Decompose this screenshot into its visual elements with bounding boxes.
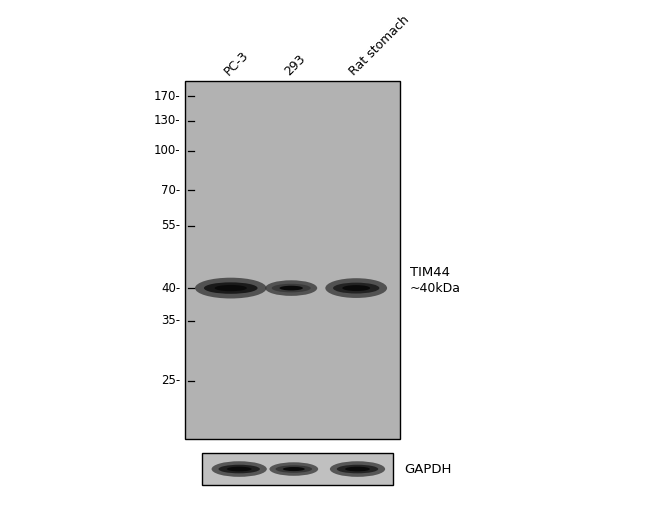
Ellipse shape: [337, 465, 378, 473]
Ellipse shape: [330, 461, 385, 477]
Ellipse shape: [195, 278, 266, 298]
Text: PC-3: PC-3: [222, 48, 251, 78]
Ellipse shape: [333, 283, 380, 293]
Text: 25-: 25-: [161, 374, 181, 387]
Text: ~40kDa: ~40kDa: [410, 281, 460, 294]
Text: 130-: 130-: [154, 114, 181, 127]
Text: 100-: 100-: [154, 144, 181, 157]
Ellipse shape: [272, 284, 311, 292]
Text: 40-: 40-: [161, 281, 181, 294]
Ellipse shape: [276, 465, 312, 473]
Ellipse shape: [283, 467, 305, 471]
Ellipse shape: [326, 278, 387, 298]
Bar: [185, 81, 400, 439]
Ellipse shape: [265, 280, 317, 296]
Text: 55-: 55-: [162, 219, 181, 232]
Text: 35-: 35-: [162, 314, 181, 328]
Text: TIM44: TIM44: [410, 266, 450, 279]
Ellipse shape: [218, 465, 260, 473]
Ellipse shape: [214, 285, 247, 291]
Text: 70-: 70-: [161, 184, 181, 197]
Ellipse shape: [204, 282, 257, 294]
Bar: [202, 453, 393, 485]
Text: Rat stomach: Rat stomach: [347, 13, 412, 78]
Text: 170-: 170-: [154, 89, 181, 103]
Text: GAPDH: GAPDH: [404, 463, 452, 475]
Ellipse shape: [270, 462, 318, 476]
Ellipse shape: [211, 461, 267, 477]
Ellipse shape: [343, 285, 370, 291]
Ellipse shape: [280, 285, 303, 290]
Ellipse shape: [345, 467, 370, 471]
Ellipse shape: [227, 467, 252, 471]
Text: 293: 293: [282, 52, 308, 78]
